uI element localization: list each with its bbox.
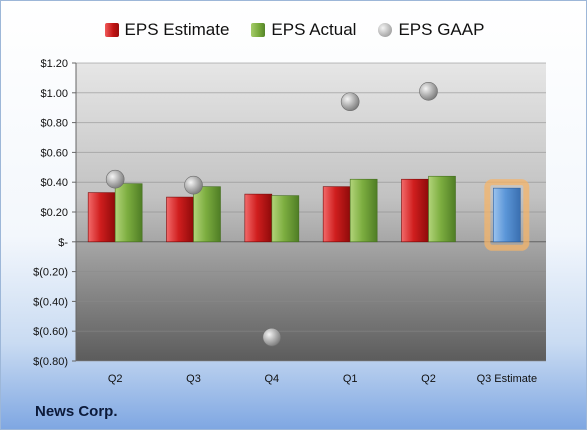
company-name: News Corp. bbox=[35, 403, 118, 420]
x-tick-label: Q1 bbox=[343, 373, 358, 385]
bar-eps-actual bbox=[193, 186, 221, 243]
legend-swatch-actual bbox=[251, 23, 266, 37]
x-tick-label: Q3 bbox=[186, 373, 201, 385]
legend-item-gaap: EPS GAAP bbox=[378, 20, 484, 40]
legend-swatch-estimate bbox=[104, 23, 119, 37]
point-eps-gaap bbox=[105, 169, 125, 189]
bar-eps-actual bbox=[428, 175, 456, 243]
legend-item-actual: EPS Actual bbox=[251, 20, 356, 40]
bar-eps-actual bbox=[114, 183, 143, 243]
bar-eps-actual bbox=[349, 178, 378, 243]
highlight-glow bbox=[484, 179, 530, 251]
y-tick-label: $- bbox=[58, 237, 68, 249]
legend-label-estimate: EPS Estimate bbox=[124, 20, 230, 39]
point-eps-gaap bbox=[419, 82, 438, 101]
y-tick-label: $0.20 bbox=[40, 207, 68, 219]
point-eps-gaap bbox=[340, 92, 360, 112]
legend-item-estimate: EPS Estimate bbox=[104, 20, 230, 40]
bar-eps-actual bbox=[271, 195, 300, 243]
chart-legend: EPS Estimate EPS Actual EPS GAAP bbox=[1, 17, 587, 43]
legend-swatch-gaap bbox=[378, 23, 393, 37]
point-eps-gaap bbox=[184, 175, 203, 195]
y-tick-label: $0.40 bbox=[40, 177, 68, 189]
bar-eps-estimate-upcoming bbox=[493, 187, 521, 243]
bar-eps-estimate bbox=[244, 193, 273, 243]
legend-label-actual: EPS Actual bbox=[271, 20, 357, 39]
x-tick-label: Q4 bbox=[264, 373, 279, 385]
point-eps-gaap bbox=[262, 327, 282, 347]
bar-eps-estimate bbox=[401, 178, 429, 243]
bar-eps-estimate bbox=[322, 186, 351, 243]
y-tick-label: $(0.40) bbox=[33, 296, 68, 308]
x-tick-label: Q3 Estimate bbox=[477, 373, 538, 385]
legend-label-gaap: EPS GAAP bbox=[398, 20, 485, 39]
x-tick-label: Q2 bbox=[108, 373, 123, 385]
y-tick-label: $(0.60) bbox=[33, 326, 68, 338]
y-tick-label: $0.80 bbox=[40, 118, 68, 130]
y-tick-label: $0.60 bbox=[40, 147, 68, 159]
y-tick-label: $1.20 bbox=[40, 58, 68, 70]
y-tick-label: $1.00 bbox=[40, 88, 68, 100]
bar-eps-estimate bbox=[166, 196, 194, 243]
x-tick-label: Q2 bbox=[421, 373, 436, 385]
y-tick-label: $(0.80) bbox=[33, 356, 68, 368]
y-tick-label: $(0.20) bbox=[33, 267, 68, 279]
bar-eps-estimate bbox=[87, 192, 116, 243]
